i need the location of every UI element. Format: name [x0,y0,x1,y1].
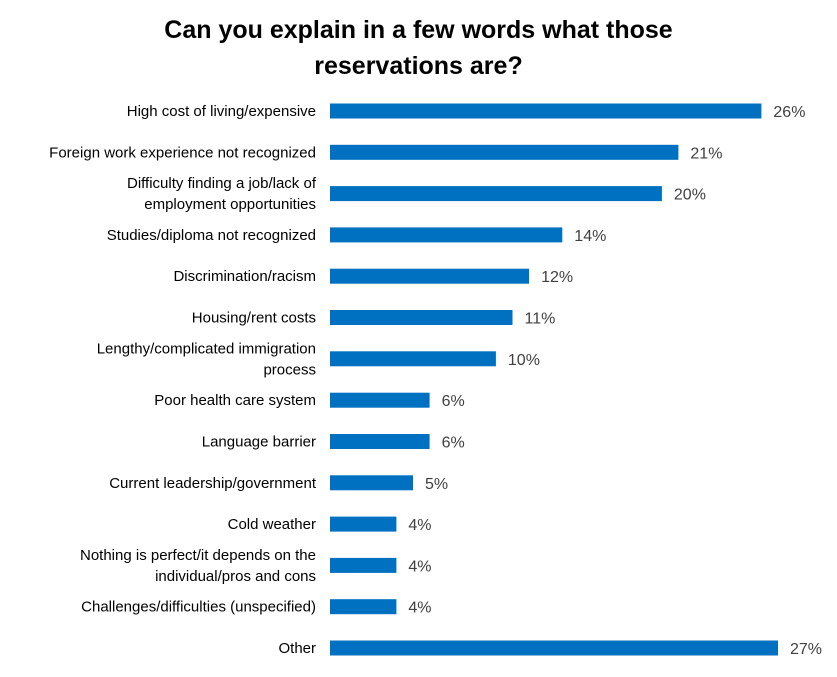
category-label: Housing/rent costs [192,310,316,327]
bar-value-label: 11% [525,311,556,328]
bar [330,599,397,615]
bar-value-label: 10% [508,352,540,369]
bar [330,516,397,532]
bar [330,186,662,202]
bar [330,227,563,243]
category-label: Cold weather [228,516,316,533]
category-label: Language barrier [202,434,316,451]
bar [330,392,430,408]
category-label: process [263,361,316,378]
bar [330,310,513,325]
category-label: Lengthy/complicated immigration [97,340,316,357]
bar-value-label: 12% [541,269,573,286]
category-label: Discrimination/racism [173,268,316,285]
chart-title-line-2: reservations are? [314,52,523,80]
category-label: Other [278,640,316,657]
category-label: Current leadership/government [109,475,317,492]
bar [330,640,778,656]
chart-title-line-1: Can you explain in a few words what thos… [164,16,673,44]
bar [330,351,496,367]
bar [330,557,397,573]
bar [330,103,762,119]
bar-value-label: 6% [442,435,465,452]
bar-value-label: 20% [674,187,706,204]
category-label: Poor health care system [154,392,316,409]
category-label: Difficulty finding a job/lack of [127,175,317,192]
bar-value-label: 5% [425,476,448,493]
category-label: Challenges/difficulties (unspecified) [81,599,316,616]
category-label: Foreign work experience not recognized [49,144,316,161]
category-label: employment opportunities [144,196,316,213]
category-label: individual/pros and cons [155,568,316,585]
bar-value-label: 4% [408,517,431,534]
category-label: Studies/diploma not recognized [107,227,316,244]
bar-value-label: 27% [790,641,822,658]
bar [330,434,430,449]
chart-title: Can you explain in a few words what thos… [0,12,837,84]
category-label: High cost of living/expensive [127,103,316,120]
bar [330,475,413,491]
bar-value-label: 6% [442,393,465,410]
bar [330,268,530,284]
bar-value-label: 4% [408,600,431,617]
category-label: Nothing is perfect/it depends on the [80,547,316,564]
bar-value-label: 26% [773,104,805,121]
bar-value-label: 4% [408,558,431,575]
bar-value-label: 14% [574,228,606,245]
bar [330,144,679,160]
bar-value-label: 21% [690,145,722,162]
